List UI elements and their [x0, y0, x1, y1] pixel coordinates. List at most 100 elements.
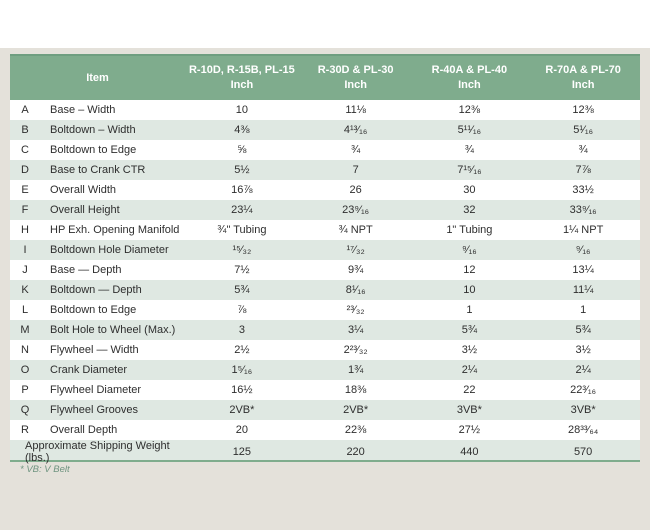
- row-item: Boltdown to Edge: [50, 304, 137, 316]
- row-value: 11¼: [572, 284, 594, 296]
- shipping-weight-label: Approximate Shipping Weight (lbs.): [25, 440, 170, 464]
- row-value: 33⁹⁄₁₆: [569, 204, 597, 216]
- row-value: 1¼ NPT: [562, 224, 604, 236]
- row-value: 12⅜: [458, 104, 481, 116]
- row-item: Boltdown to Edge: [50, 144, 137, 156]
- row-value: 11⅛: [345, 104, 366, 116]
- row-value: 5¾: [575, 324, 591, 336]
- row-value: 26: [349, 184, 362, 196]
- row-value: 5¾: [461, 324, 478, 336]
- row-value: ¾ NPT: [338, 224, 373, 236]
- table-row: N Flywheel — Width 2½ 2²³⁄₃₂ 3½ 3½: [10, 340, 640, 360]
- table-row: E Overall Width 16⅞ 26 30 33½: [10, 180, 640, 200]
- row-value: 2VB*: [229, 404, 255, 416]
- column-header-unit: Inch: [344, 79, 367, 91]
- row-item: Boltdown — Depth: [50, 284, 142, 296]
- row-value: ¾: [464, 144, 474, 156]
- table-row: I Boltdown Hole Diameter ¹⁵⁄₃₂ ¹⁷⁄₃₂ ⁹⁄₁₆ ⁹⁄₁…: [10, 240, 640, 260]
- shipping-weight-value: 220: [346, 446, 365, 458]
- column-header-4: R-70A & PL-70 Inch: [526, 56, 640, 100]
- row-value: 27½: [458, 424, 481, 436]
- row-letter: N: [21, 344, 29, 356]
- item-header-label: Item: [86, 71, 109, 84]
- shipping-weight-value: 440: [460, 446, 479, 458]
- row-item: Overall Width: [50, 184, 117, 196]
- row-value: 4¹³⁄₁₆: [343, 124, 368, 136]
- table-row: O Crank Diameter 1⁵⁄₁₆ 1¾ 2¼ 2¼: [10, 360, 640, 380]
- table-header: Item R-10D, R-15B, PL-15 Inch R-30D & PL…: [10, 54, 640, 100]
- row-value: ¾: [578, 144, 588, 156]
- shipping-weight-value: 125: [232, 446, 252, 458]
- row-value: 7⅞: [575, 164, 591, 176]
- table-row: H HP Exh. Opening Manifold ¾" Tubing ¾ NPT 1…: [10, 220, 640, 240]
- row-value: 3VB*: [570, 404, 596, 416]
- row-value: 4⅜: [234, 124, 250, 136]
- spec-table: Item R-10D, R-15B, PL-15 Inch R-30D & PL…: [10, 54, 640, 464]
- column-header-unit: Inch: [458, 79, 481, 91]
- shipping-weight-row: Approximate Shipping Weight (lbs.) 125 2…: [10, 440, 640, 464]
- row-value: 5¾: [234, 284, 250, 296]
- column-header-models: R-30D & PL-30: [317, 64, 394, 77]
- row-letter: L: [21, 304, 29, 316]
- row-value: ⁹⁄₁₆: [575, 244, 591, 256]
- row-item: Boltdown Hole Diameter: [50, 244, 169, 256]
- row-value: 10: [235, 104, 248, 116]
- table-row: C Boltdown to Edge ⅝ ¾ ¾ ¾: [10, 140, 640, 160]
- table-row: Q Flywheel Grooves 2VB* 2VB* 3VB* 3VB*: [10, 400, 640, 420]
- row-item: Flywheel — Width: [50, 344, 139, 356]
- row-value: 16½: [231, 384, 253, 396]
- footnote: * VB: V Belt: [20, 464, 70, 475]
- row-value: 12: [463, 264, 476, 276]
- row-value: 22⅜: [344, 424, 367, 436]
- row-letter: E: [21, 184, 29, 196]
- row-letter: C: [21, 144, 29, 156]
- row-value: 23¼: [231, 204, 253, 216]
- row-value: 1⁵⁄₁₆: [231, 364, 253, 376]
- column-header-models: R-70A & PL-70: [545, 64, 621, 77]
- row-item: Crank Diameter: [50, 364, 128, 376]
- table-row: L Boltdown to Edge ⅞ ²³⁄₃₂ 1 1: [10, 300, 640, 320]
- row-value: 3¼: [347, 324, 364, 336]
- row-letter: H: [21, 224, 29, 236]
- row-value: 1¾: [347, 364, 364, 376]
- row-letter: F: [21, 204, 29, 216]
- row-value: 2²³⁄₃₂: [343, 344, 368, 356]
- row-value: ⅝: [237, 144, 247, 156]
- column-header-models: R-40A & PL-40: [431, 64, 508, 77]
- row-value: 3: [238, 324, 245, 336]
- row-letter: P: [21, 384, 29, 396]
- table-row: A Base – Width 10 11⅛ 12⅜ 12⅜: [10, 100, 640, 120]
- row-item: Overall Depth: [50, 424, 118, 436]
- row-value: 30: [463, 184, 476, 196]
- row-value: 13¼: [572, 264, 594, 276]
- row-item: Overall Height: [50, 204, 120, 216]
- row-item: Bolt Hole to Wheel (Max.): [50, 324, 176, 336]
- column-header-models: R-10D, R-15B, PL-15: [188, 64, 295, 77]
- row-value: 9¾: [347, 264, 364, 276]
- row-value: 1" Tubing: [446, 224, 493, 236]
- column-header-unit: Inch: [571, 79, 595, 91]
- row-letter: D: [21, 164, 29, 176]
- row-value: ²³⁄₃₂: [346, 304, 365, 316]
- row-letter: I: [23, 244, 27, 256]
- row-value: 3VB*: [456, 404, 482, 416]
- table-row: P Flywheel Diameter 16½ 18⅜ 22 22³⁄₁₆: [10, 380, 640, 400]
- item-column-header: Item: [10, 56, 185, 100]
- row-value: ¹⁵⁄₃₂: [232, 244, 252, 256]
- row-letter: A: [21, 104, 29, 116]
- row-value: 2½: [234, 344, 250, 356]
- row-value: 1: [580, 304, 587, 316]
- row-item: Flywheel Diameter: [50, 384, 142, 396]
- row-value: 22³⁄₁₆: [570, 384, 597, 396]
- row-value: 10: [463, 284, 476, 296]
- row-letter: B: [21, 124, 29, 136]
- row-item: Flywheel Grooves: [50, 404, 139, 416]
- row-value: 18⅜: [344, 384, 367, 396]
- row-value: ¾: [351, 144, 361, 156]
- row-letter: M: [20, 324, 30, 336]
- row-value: 2¼: [575, 364, 591, 376]
- row-letter: J: [22, 264, 28, 276]
- row-value: 2¼: [461, 364, 478, 376]
- row-value: 8¹⁄₁₆: [345, 284, 366, 296]
- table-row: D Base to Crank CTR 5½ 7 7¹⁵⁄₁₆ 7⅞: [10, 160, 640, 180]
